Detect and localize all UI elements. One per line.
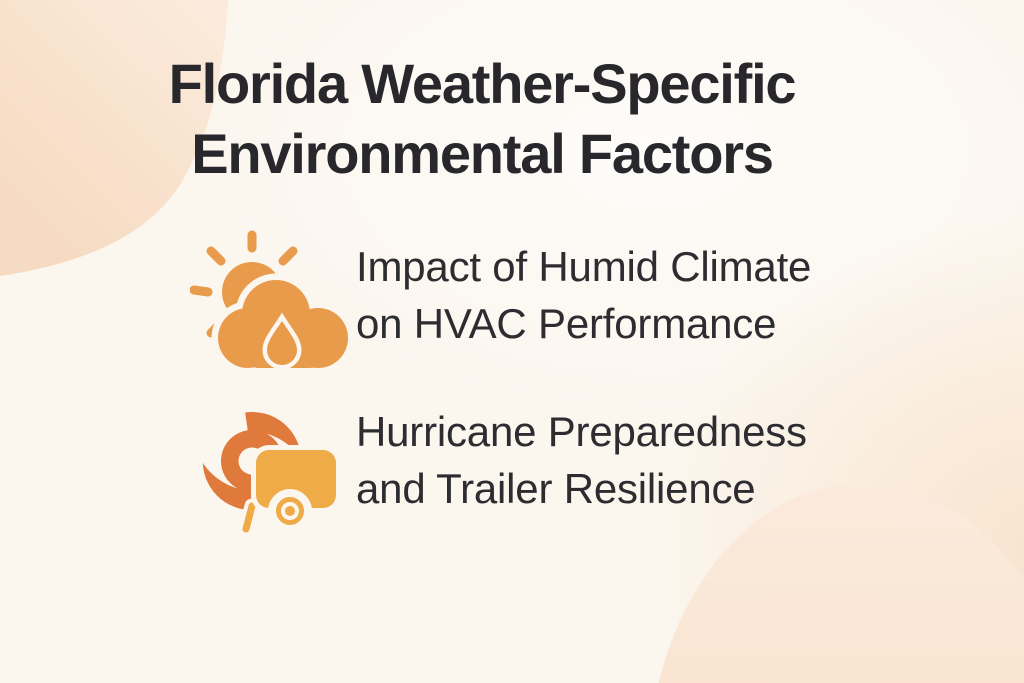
list-item-label-line-2: and Trailer Resilience — [356, 465, 756, 512]
list-item-label: Hurricane Preparedness and Trailer Resil… — [356, 403, 807, 517]
sun-cloud-humidity-icon — [189, 230, 355, 390]
page-title-line-1: Florida Weather-Specific — [168, 52, 797, 115]
hurricane-trailer-icon — [192, 404, 342, 537]
background-blob-top-left — [0, 0, 240, 285]
page-title: Florida Weather-Specific Environmental F… — [0, 49, 964, 189]
list-item-label-line-1: Hurricane Preparedness — [356, 408, 807, 455]
page-title-line-2: Environmental Factors — [191, 122, 774, 185]
list-item-label-line-1: Impact of Humid Climate — [356, 243, 812, 290]
list-item-label-line-2: on HVAC Performance — [356, 300, 777, 347]
list-item-label: Impact of Humid Climate on HVAC Performa… — [356, 238, 811, 352]
